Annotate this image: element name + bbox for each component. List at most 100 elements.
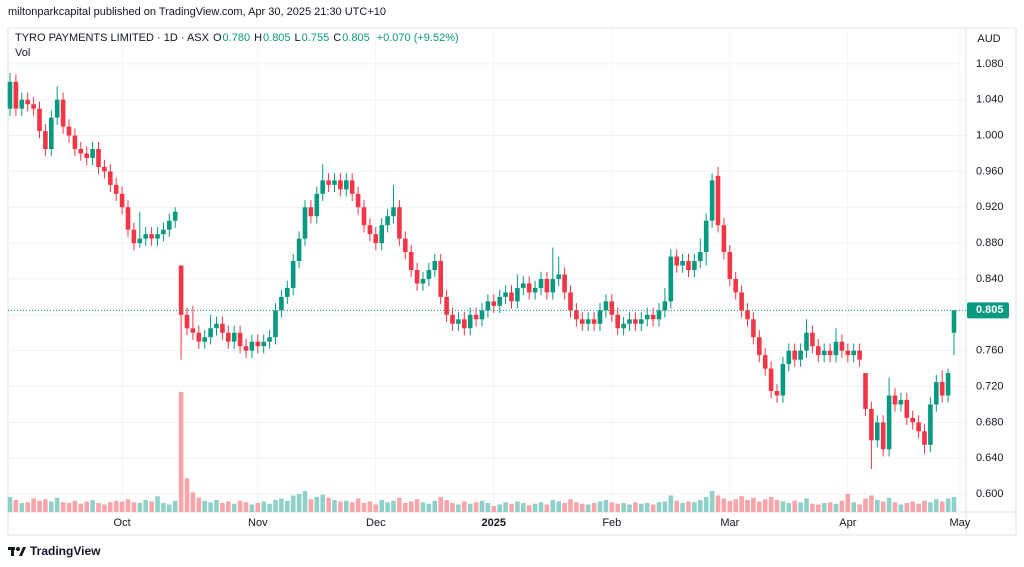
volume-bar [462,501,467,512]
volume-bar [591,503,597,512]
volume-bar [202,500,207,512]
candle-body [332,180,337,185]
volume-bar [839,500,845,512]
candle-body [615,314,620,329]
volume-bar [403,503,408,512]
volume-bar [302,491,308,512]
volume-bar [249,504,255,512]
x-tick-label: 2025 [482,517,506,529]
volume-bar [656,502,662,512]
candle-body [155,234,160,239]
candle-body [774,391,780,396]
candle-body [827,350,833,356]
volume-bar [391,500,396,512]
candle-body [491,301,497,306]
candle-body [609,301,615,315]
volume-bar [172,500,178,512]
volume-bar [243,502,249,512]
volume-bar [178,392,184,512]
volume-bar [72,500,78,512]
volume-bar [96,503,101,512]
candle-body [662,301,668,311]
volume-bar [810,503,815,512]
volume-bar [161,503,166,512]
volume-bar [816,504,821,512]
candle-body [603,301,609,311]
candle-body [72,135,78,149]
ohlc-key: C [333,32,342,44]
volume-bar [721,498,727,512]
candle-body [143,234,148,239]
candle-body [739,292,744,311]
candle-body [237,332,243,347]
volume-bar [686,501,691,512]
ohlc-value: 0.805 [342,32,370,44]
candle-body [904,399,910,418]
volume-bar [627,504,632,512]
x-tick-label: Feb [602,517,621,529]
candle-body [125,207,131,230]
volume-bar [54,497,60,512]
candle-body [839,341,845,351]
volume-bar [7,497,13,512]
volume-bar [491,506,497,512]
candle-body [113,184,119,194]
volume-bar [904,503,910,512]
volume-bar [414,499,420,512]
volume-bar [703,497,709,512]
volume-bar [49,501,54,512]
candle-body [627,319,632,324]
volume-bar [279,498,284,512]
volume-bar [886,497,892,512]
volume-bar [60,502,66,512]
candle-body [786,350,792,365]
candle-body [267,337,272,342]
candle-body [119,193,125,208]
candle-body [574,310,579,320]
volume-bar [119,501,125,512]
candle-body [249,341,255,351]
candle-body [668,256,674,302]
volume-bar [556,501,561,512]
candle-body [845,350,851,356]
volume-bar [892,502,898,512]
candle-body [361,207,367,226]
y-tick-label: 0.720 [976,380,1004,392]
candle-body [644,314,650,320]
candle-body [585,319,591,324]
ohlc-value: 0.755 [301,32,330,44]
candle-body [733,278,738,293]
volume-bar [184,478,190,512]
candle-body [526,283,532,293]
candle-body [863,373,868,409]
candle-body [851,350,856,356]
volume-bar [485,503,491,512]
volume-bar [509,503,514,512]
candle-body [456,319,461,324]
candle-body [19,99,25,109]
candle-body [7,81,13,109]
candle-body [934,382,939,405]
volume-bar [633,502,638,512]
volume-bar [792,500,797,512]
candle-body [178,265,184,315]
volume-bar [113,500,119,512]
candle-body [37,108,42,132]
volume-bar [727,500,733,512]
volume-bar [798,502,803,512]
volume-bar [426,503,432,512]
change-label: +0.070 (+9.52%) [376,32,459,44]
candle-body [379,225,384,244]
candle-body [326,180,331,185]
currency-label: AUD [977,33,1000,45]
candle-body [403,238,408,253]
y-tick-label: 0.680 [976,416,1004,428]
volume-bar [314,497,320,512]
candle-body [49,117,54,149]
volume-bar [43,499,48,512]
candle-body [721,225,727,253]
volume-bar [102,504,107,512]
volume-bar [680,503,685,512]
candle-body [857,350,862,360]
